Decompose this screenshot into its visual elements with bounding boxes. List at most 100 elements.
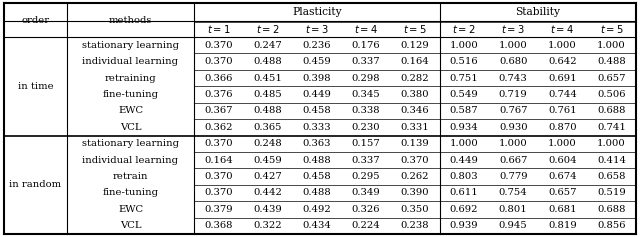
Text: retraining: retraining — [105, 73, 156, 82]
Text: 0.819: 0.819 — [548, 221, 577, 230]
Text: 0.230: 0.230 — [351, 123, 380, 132]
Text: EWC: EWC — [118, 205, 143, 214]
Text: 0.754: 0.754 — [499, 188, 527, 197]
Text: 0.262: 0.262 — [401, 172, 429, 181]
Text: 0.939: 0.939 — [450, 221, 479, 230]
Text: 0.176: 0.176 — [351, 41, 380, 50]
Text: 0.346: 0.346 — [401, 106, 429, 115]
Text: $t=5$: $t=5$ — [403, 23, 427, 35]
Text: 0.657: 0.657 — [597, 73, 626, 82]
Text: 0.365: 0.365 — [253, 123, 282, 132]
Text: VCL: VCL — [120, 123, 141, 132]
Text: 0.322: 0.322 — [253, 221, 282, 230]
Text: 0.282: 0.282 — [401, 73, 429, 82]
Text: 0.139: 0.139 — [401, 139, 429, 148]
Text: 0.434: 0.434 — [302, 221, 332, 230]
Text: 0.680: 0.680 — [499, 57, 527, 66]
Text: 0.248: 0.248 — [253, 139, 282, 148]
Text: 0.458: 0.458 — [303, 172, 331, 181]
Text: in time: in time — [18, 82, 53, 91]
Text: 0.370: 0.370 — [204, 57, 233, 66]
Text: 0.519: 0.519 — [597, 188, 626, 197]
Text: 0.692: 0.692 — [450, 205, 478, 214]
Text: 1.000: 1.000 — [597, 139, 626, 148]
Text: EWC: EWC — [118, 106, 143, 115]
Text: in random: in random — [10, 180, 61, 189]
Text: 1.000: 1.000 — [450, 41, 479, 50]
Text: 0.719: 0.719 — [499, 90, 527, 99]
Text: 0.376: 0.376 — [204, 90, 233, 99]
Text: 0.295: 0.295 — [351, 172, 380, 181]
Text: 0.370: 0.370 — [204, 188, 233, 197]
Text: $t=2$: $t=2$ — [452, 23, 476, 35]
Text: $t=4$: $t=4$ — [550, 23, 574, 35]
Text: 0.506: 0.506 — [597, 90, 626, 99]
Text: individual learning: individual learning — [83, 156, 179, 165]
Text: 0.516: 0.516 — [450, 57, 479, 66]
Text: $t=2$: $t=2$ — [256, 23, 280, 35]
Text: 0.350: 0.350 — [401, 205, 429, 214]
Text: 0.674: 0.674 — [548, 172, 577, 181]
Text: 0.549: 0.549 — [450, 90, 479, 99]
Text: fine-tuning: fine-tuning — [102, 188, 159, 197]
Text: 0.345: 0.345 — [351, 90, 380, 99]
Text: 0.331: 0.331 — [401, 123, 429, 132]
Text: 0.236: 0.236 — [303, 41, 331, 50]
Text: 0.492: 0.492 — [303, 205, 331, 214]
Text: 0.681: 0.681 — [548, 205, 577, 214]
Text: Stability: Stability — [515, 7, 560, 17]
Text: 0.642: 0.642 — [548, 57, 577, 66]
Text: 0.761: 0.761 — [548, 106, 577, 115]
Text: 0.337: 0.337 — [351, 156, 380, 165]
Text: 0.370: 0.370 — [401, 156, 429, 165]
Text: 0.744: 0.744 — [548, 90, 577, 99]
Text: 0.930: 0.930 — [499, 123, 527, 132]
Text: 1.000: 1.000 — [450, 139, 479, 148]
Text: 1.000: 1.000 — [499, 139, 527, 148]
Text: stationary learning: stationary learning — [82, 41, 179, 50]
Text: retrain: retrain — [113, 172, 148, 181]
Text: 0.934: 0.934 — [450, 123, 479, 132]
Text: 0.379: 0.379 — [204, 205, 233, 214]
Text: 0.414: 0.414 — [597, 156, 626, 165]
Text: 0.667: 0.667 — [499, 156, 527, 165]
Text: 0.157: 0.157 — [351, 139, 380, 148]
Text: 0.247: 0.247 — [253, 41, 282, 50]
Text: VCL: VCL — [120, 221, 141, 230]
Text: $t=1$: $t=1$ — [207, 23, 230, 35]
Text: 0.367: 0.367 — [204, 106, 233, 115]
Text: 0.856: 0.856 — [597, 221, 626, 230]
Text: 0.485: 0.485 — [253, 90, 282, 99]
Text: 0.741: 0.741 — [597, 123, 626, 132]
Text: 0.611: 0.611 — [450, 188, 479, 197]
Text: $t=3$: $t=3$ — [305, 23, 328, 35]
Text: 0.398: 0.398 — [303, 73, 331, 82]
Text: stationary learning: stationary learning — [82, 139, 179, 148]
Text: 0.238: 0.238 — [401, 221, 429, 230]
Text: 0.743: 0.743 — [499, 73, 527, 82]
Text: 0.688: 0.688 — [597, 205, 626, 214]
Text: 0.751: 0.751 — [450, 73, 479, 82]
Text: 0.370: 0.370 — [204, 41, 233, 50]
Text: 0.164: 0.164 — [204, 156, 233, 165]
Text: 0.164: 0.164 — [401, 57, 429, 66]
Text: 0.363: 0.363 — [303, 139, 331, 148]
Text: 0.298: 0.298 — [351, 73, 380, 82]
Text: 1.000: 1.000 — [597, 41, 626, 50]
Text: Plasticity: Plasticity — [292, 7, 342, 17]
Text: 0.224: 0.224 — [351, 221, 380, 230]
Text: 0.366: 0.366 — [204, 73, 233, 82]
Text: 0.333: 0.333 — [303, 123, 331, 132]
Text: 0.459: 0.459 — [303, 57, 331, 66]
Text: 0.449: 0.449 — [302, 90, 332, 99]
Text: 1.000: 1.000 — [548, 41, 577, 50]
Text: 0.657: 0.657 — [548, 188, 577, 197]
Text: 0.338: 0.338 — [351, 106, 380, 115]
Text: 0.488: 0.488 — [303, 188, 331, 197]
Text: 0.451: 0.451 — [253, 73, 282, 82]
Text: 0.370: 0.370 — [204, 172, 233, 181]
Text: 0.767: 0.767 — [499, 106, 527, 115]
Text: 0.349: 0.349 — [351, 188, 380, 197]
Text: 0.326: 0.326 — [351, 205, 380, 214]
Text: 0.439: 0.439 — [253, 205, 282, 214]
